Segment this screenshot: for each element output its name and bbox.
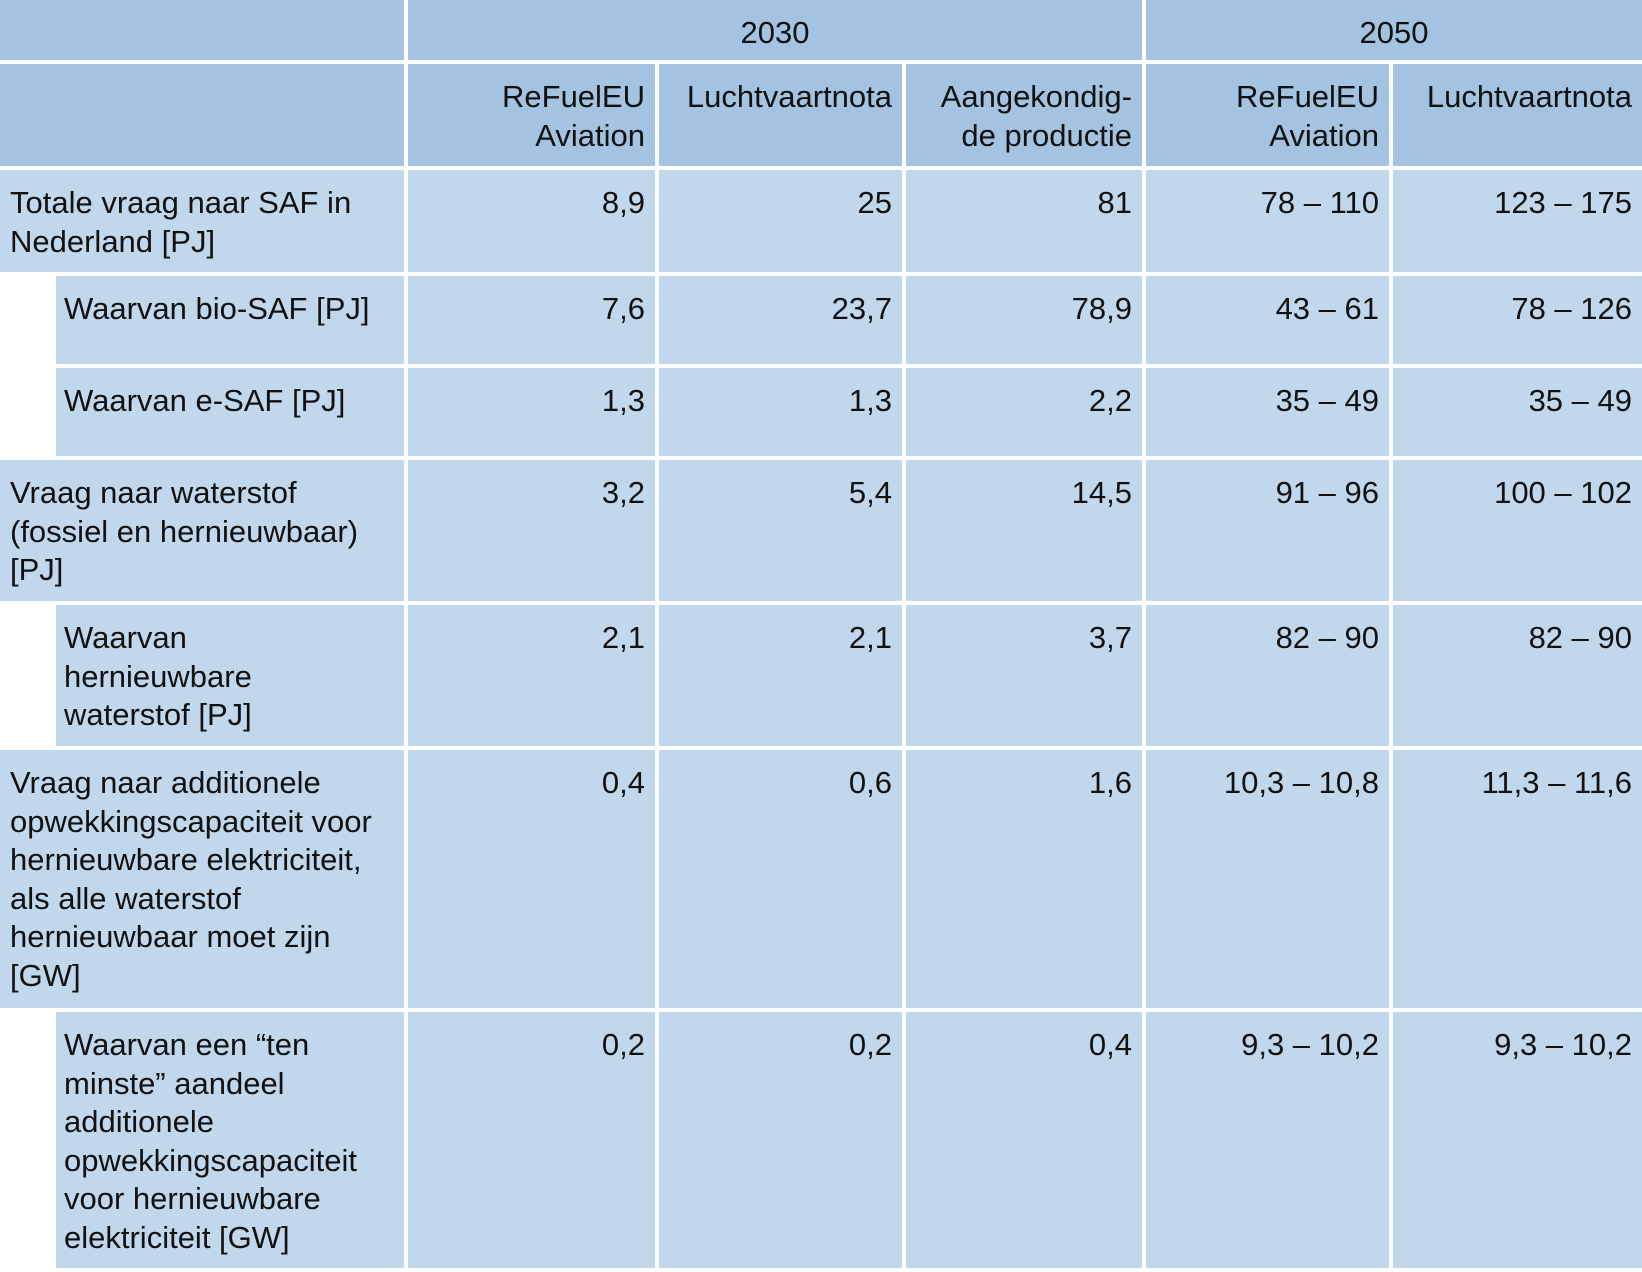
table-cell: 11,3 – 11,6 bbox=[1393, 750, 1642, 1008]
column-header: ReFuelEU Aviation bbox=[408, 64, 655, 166]
table-cell: 81 bbox=[906, 170, 1142, 272]
table-cell: 78 – 126 bbox=[1393, 276, 1642, 364]
table-cell: 78 – 110 bbox=[1146, 170, 1389, 272]
table-cell: 0,4 bbox=[906, 1012, 1142, 1268]
row-label: Waarvan een “ten minste” aandeel additio… bbox=[56, 1012, 404, 1268]
table-cell: 0,4 bbox=[408, 750, 655, 1008]
table-cell: 82 – 90 bbox=[1146, 605, 1389, 746]
table-cell: 14,5 bbox=[906, 460, 1142, 601]
row-label: Waarvan e-SAF [PJ] bbox=[56, 368, 404, 456]
table-cell: 25 bbox=[659, 170, 902, 272]
table-cell: 2,1 bbox=[408, 605, 655, 746]
header-year-2030: 2030 bbox=[408, 0, 1142, 60]
table-cell: 3,7 bbox=[906, 605, 1142, 746]
row-label: Totale vraag naar SAF in Nederland [PJ] bbox=[0, 170, 404, 272]
table-cell: 78,9 bbox=[906, 276, 1142, 364]
column-header: Luchtvaartnota bbox=[1393, 64, 1642, 166]
table-cell: 0,6 bbox=[659, 750, 902, 1008]
table-cell: 2,1 bbox=[659, 605, 902, 746]
table-cell: 9,3 – 10,2 bbox=[1146, 1012, 1389, 1268]
table-cell: 43 – 61 bbox=[1146, 276, 1389, 364]
table-cell: 10,3 – 10,8 bbox=[1146, 750, 1389, 1008]
table-cell: 5,4 bbox=[659, 460, 902, 601]
table-cell: 3,2 bbox=[408, 460, 655, 601]
table-cell: 91 – 96 bbox=[1146, 460, 1389, 601]
column-header: ReFuelEU Aviation bbox=[1146, 64, 1389, 166]
table-cell: 100 – 102 bbox=[1393, 460, 1642, 601]
row-label: Vraag naar additionele opwekkingscapacit… bbox=[0, 750, 404, 1008]
table-cell: 1,3 bbox=[408, 368, 655, 456]
table-cell: 35 – 49 bbox=[1146, 368, 1389, 456]
column-header: Aangekondig- de productie bbox=[906, 64, 1142, 166]
table-cell: 7,6 bbox=[408, 276, 655, 364]
table-cell: 1,3 bbox=[659, 368, 902, 456]
table-cell: 2,2 bbox=[906, 368, 1142, 456]
row-label: Waarvan hernieuwbare waterstof [PJ] bbox=[56, 605, 404, 746]
table-cell: 23,7 bbox=[659, 276, 902, 364]
table-cell: 82 – 90 bbox=[1393, 605, 1642, 746]
header-corner-2 bbox=[0, 64, 404, 166]
column-header: Luchtvaartnota bbox=[659, 64, 902, 166]
table-cell: 9,3 – 10,2 bbox=[1393, 1012, 1642, 1268]
table-cell: 35 – 49 bbox=[1393, 368, 1642, 456]
table-cell: 8,9 bbox=[408, 170, 655, 272]
row-label: Waarvan bio-SAF [PJ] bbox=[56, 276, 404, 364]
table-cell: 1,6 bbox=[906, 750, 1142, 1008]
header-corner bbox=[0, 0, 404, 60]
header-year-2050: 2050 bbox=[1146, 0, 1642, 60]
table-cell: 0,2 bbox=[659, 1012, 902, 1268]
table-cell: 123 – 175 bbox=[1393, 170, 1642, 272]
row-label: Vraag naar waterstof (fossiel en hernieu… bbox=[0, 460, 404, 601]
table-cell: 0,2 bbox=[408, 1012, 655, 1268]
